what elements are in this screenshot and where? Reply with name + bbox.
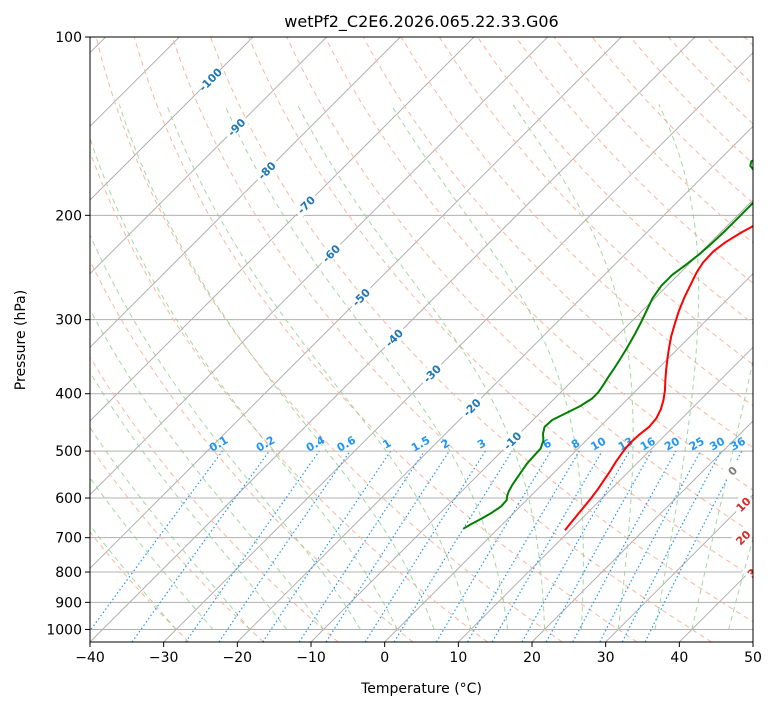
y-tick-label: 600 bbox=[55, 491, 82, 507]
y-axis-label: Pressure (hPa) bbox=[13, 290, 29, 390]
y-tick-label: 100 bbox=[55, 30, 82, 46]
x-tick-label: 40 bbox=[670, 650, 688, 666]
x-tick-label: −20 bbox=[223, 650, 253, 666]
y-tick-label: 400 bbox=[55, 387, 82, 403]
y-tick-label: 500 bbox=[55, 444, 82, 460]
chart-title: wetPf2_C2E6.2026.065.22.33.G06 bbox=[284, 12, 558, 32]
y-tick-label: 900 bbox=[55, 595, 82, 611]
y-tick-label: 800 bbox=[55, 565, 82, 581]
x-tick-label: 30 bbox=[597, 650, 615, 666]
x-axis-label: Temperature (°C) bbox=[360, 681, 482, 697]
y-tick-label: 700 bbox=[55, 531, 82, 547]
y-tick-label: 300 bbox=[55, 313, 82, 329]
x-tick-label: 20 bbox=[523, 650, 541, 666]
x-tick-label: 10 bbox=[449, 650, 467, 666]
x-tick-label: −30 bbox=[149, 650, 179, 666]
x-tick-label: −10 bbox=[296, 650, 326, 666]
y-tick-label: 200 bbox=[55, 208, 82, 224]
x-tick-label: 0 bbox=[380, 650, 389, 666]
x-tick-label: −40 bbox=[75, 650, 105, 666]
y-tick-label: 1000 bbox=[46, 622, 82, 638]
x-tick-label: 50 bbox=[744, 650, 762, 666]
